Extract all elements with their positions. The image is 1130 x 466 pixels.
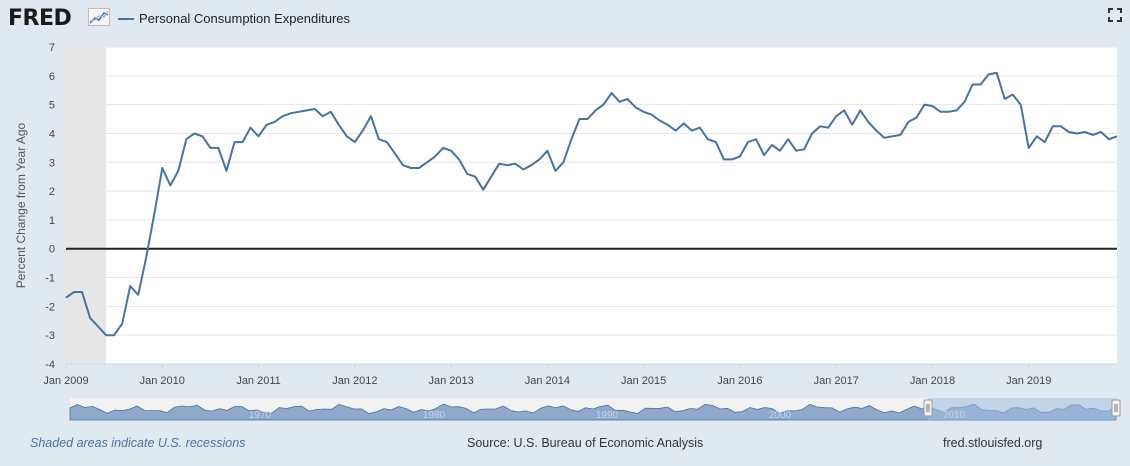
y-tick-label: 6 [49, 71, 55, 83]
x-tick-label: Jan 2010 [140, 375, 185, 387]
navigator-handle[interactable] [923, 399, 933, 417]
y-tick-label: 2 [49, 186, 55, 198]
navigator-handle[interactable] [1111, 399, 1121, 417]
x-tick-label: Jan 2015 [621, 375, 666, 387]
legend-item[interactable]: Personal Consumption Expenditures [118, 11, 350, 26]
recession-note[interactable]: Shaded areas indicate U.S. recessions [30, 436, 246, 450]
navigator-tick-label: 1990 [596, 410, 619, 421]
legend-swatch [118, 17, 134, 20]
y-tick-label: 3 [49, 157, 55, 169]
y-tick-label: 7 [49, 42, 55, 54]
recession-band [66, 47, 107, 364]
y-tick-label: -1 [45, 273, 55, 285]
x-tick-label: Jan 2018 [910, 375, 955, 387]
x-tick-label: Jan 2013 [428, 375, 473, 387]
navigator-tick-label: 2010 [943, 410, 966, 421]
y-tick-label: -4 [45, 359, 55, 371]
legend-label: Personal Consumption Expenditures [139, 11, 351, 26]
x-tick-label: Jan 2017 [814, 375, 859, 387]
navigator-tick-label: 1980 [423, 410, 446, 421]
chart-header: FRED Personal Consumption Expenditures [0, 0, 1130, 36]
x-tick-label: Jan 2012 [332, 375, 377, 387]
x-tick-label: Jan 2016 [717, 375, 762, 387]
source-note: Source: U.S. Bureau of Economic Analysis [467, 436, 704, 450]
navigator-selection [928, 398, 1116, 420]
x-tick-label: Jan 2009 [43, 375, 88, 387]
small-line-graph-icon [88, 8, 110, 26]
x-tick-label: Jan 2019 [1006, 375, 1051, 387]
plot-area [66, 47, 1117, 364]
expand-icon[interactable] [1108, 8, 1122, 22]
navigator-tick-label: 2000 [769, 410, 792, 421]
y-tick-label: -2 [45, 301, 55, 313]
y-tick-label: 4 [49, 128, 55, 140]
y-tick-label: 1 [49, 215, 55, 227]
fred-logo[interactable]: FRED [8, 6, 72, 31]
y-tick-label: 5 [49, 100, 55, 112]
x-tick-label: Jan 2011 [236, 375, 280, 387]
y-tick-label: -3 [45, 330, 55, 342]
line-chart: -4 -3 -2 -1 0 1 2 3 4 5 6 7 Percent Change from Year… [14, 42, 1121, 421]
series-line [65, 71, 1118, 337]
x-tick-label: Jan 2014 [525, 375, 570, 387]
site-link[interactable]: fred.stlouisfed.org [943, 436, 1043, 450]
y-axis-label: Percent Change from Year Ago [14, 122, 28, 288]
navigator-tick-label: 1970 [249, 410, 272, 421]
y-tick-label: 0 [49, 244, 55, 256]
